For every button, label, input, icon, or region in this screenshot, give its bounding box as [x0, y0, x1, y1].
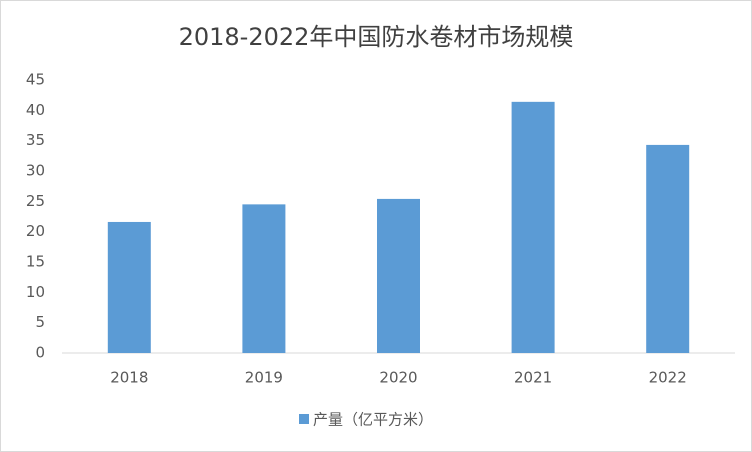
- legend-swatch: [299, 414, 309, 424]
- y-tick-label: 45: [26, 71, 45, 89]
- y-tick-label: 25: [26, 192, 45, 210]
- y-tick-label: 10: [26, 283, 45, 301]
- x-tick-label: 2018: [110, 369, 148, 387]
- x-tick-label: 2019: [245, 369, 283, 387]
- bar: [377, 198, 420, 353]
- x-tick-label: 2020: [379, 369, 417, 387]
- x-tick-label: 2021: [514, 369, 552, 387]
- y-tick-label: 0: [35, 344, 45, 362]
- y-tick-label: 5: [35, 313, 45, 331]
- y-tick-label: 30: [26, 162, 45, 180]
- y-tick-label: 35: [26, 131, 45, 149]
- chart-title: 2018-2022年中国防水卷材市场规模: [179, 23, 574, 51]
- x-tick-label: 2022: [649, 369, 687, 387]
- bar: [107, 221, 151, 353]
- bar: [646, 144, 690, 353]
- bar: [242, 204, 286, 353]
- bar: [511, 101, 555, 353]
- y-tick-label: 40: [26, 101, 45, 119]
- legend-label: 产量（亿平方米）: [313, 411, 433, 429]
- y-tick-label: 20: [26, 222, 45, 240]
- y-tick-label: 15: [26, 253, 45, 271]
